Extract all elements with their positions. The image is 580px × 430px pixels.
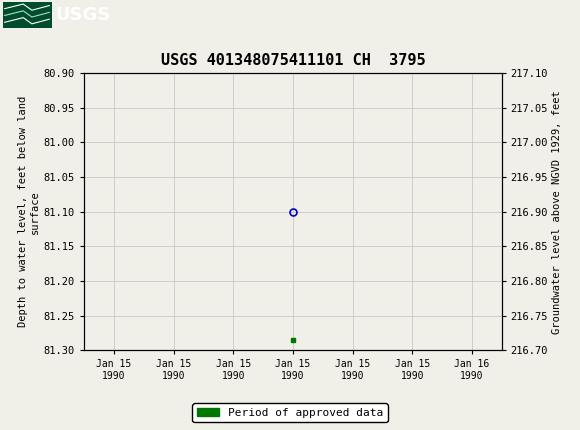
Title: USGS 401348075411101 CH  3795: USGS 401348075411101 CH 3795 [161,53,425,68]
Y-axis label: Groundwater level above NGVD 1929, feet: Groundwater level above NGVD 1929, feet [552,90,563,334]
Text: USGS: USGS [55,6,110,25]
Y-axis label: Depth to water level, feet below land
surface: Depth to water level, feet below land su… [18,96,39,327]
Legend: Period of approved data: Period of approved data [193,403,387,422]
FancyBboxPatch shape [3,3,52,28]
